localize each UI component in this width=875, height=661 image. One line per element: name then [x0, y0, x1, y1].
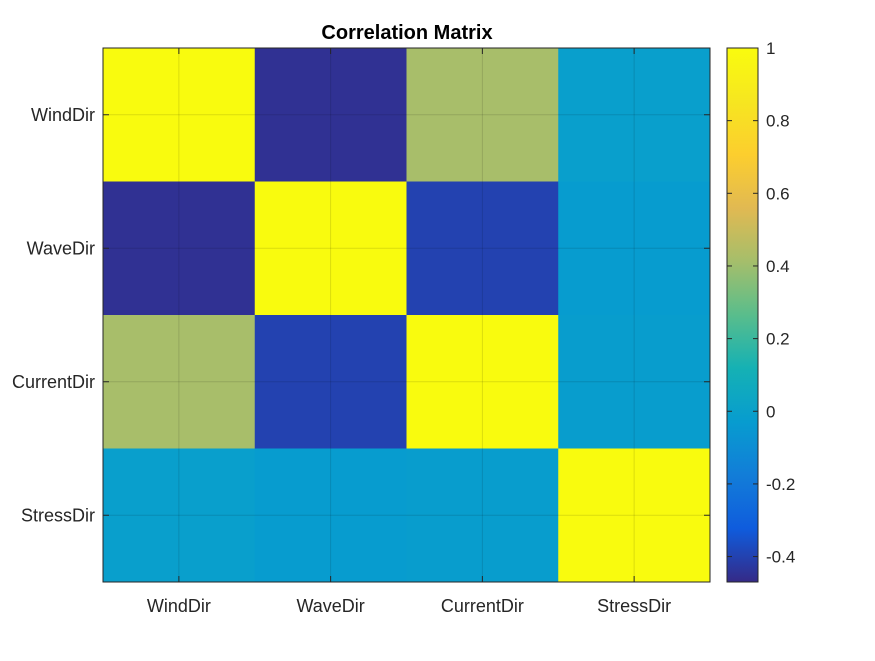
- colorbar-tick-label: 0.2: [766, 330, 790, 349]
- chart-title: Correlation Matrix: [321, 22, 492, 44]
- heatmap-cell: [103, 48, 256, 182]
- heatmap-cell: [103, 448, 256, 583]
- x-tick-labels: WindDir WaveDir CurrentDir StressDir: [147, 596, 671, 616]
- y-tick-label: CurrentDir: [12, 372, 95, 392]
- x-tick-label: CurrentDir: [441, 596, 524, 616]
- colorbar-tick-label: 0.6: [766, 184, 790, 203]
- heatmap-cell: [558, 181, 711, 316]
- heatmap-cell: [558, 448, 711, 583]
- y-tick-label: WaveDir: [27, 238, 95, 258]
- heatmap-cell: [558, 315, 711, 449]
- colorbar-ticks: -0.4 -0.2 0 0.2 0.4 0.6 0.8 1: [727, 39, 795, 567]
- heatmap-cell: [254, 448, 407, 583]
- heatmap-cell: [558, 48, 711, 182]
- x-tick-label: StressDir: [597, 596, 671, 616]
- heatmap-cell: [254, 181, 407, 316]
- x-tick-label: WaveDir: [296, 596, 364, 616]
- heatmap-cell: [103, 181, 256, 316]
- plot-frame: [102, 47, 711, 583]
- colorbar: [726, 47, 759, 583]
- heatmap-cells: [103, 48, 711, 583]
- colorbar-tick-label: 1: [766, 39, 775, 58]
- heatmap-cell: [406, 448, 559, 583]
- colorbar-tick-label: 0: [766, 402, 775, 421]
- heatmap-cell: [254, 48, 407, 182]
- heatmap-grid: [103, 48, 710, 582]
- heatmap-cell: [103, 315, 256, 449]
- x-tick-label: WindDir: [147, 596, 211, 616]
- y-tick-labels: WindDir WaveDir CurrentDir StressDir: [12, 105, 95, 526]
- heatmap-cell: [406, 48, 559, 182]
- y-tick-label: WindDir: [31, 105, 95, 125]
- y-tick-label: StressDir: [21, 505, 95, 525]
- heatmap-cell: [406, 181, 559, 316]
- axis-ticks: [103, 48, 710, 582]
- heatmap-cell: [254, 315, 407, 449]
- heatmap-cell: [406, 315, 559, 449]
- colorbar-tick-label: -0.2: [766, 475, 795, 494]
- colorbar-tick-label: -0.4: [766, 548, 795, 567]
- colorbar-tick-label: 0.8: [766, 112, 790, 131]
- colorbar-tick-label: 0.4: [766, 257, 790, 276]
